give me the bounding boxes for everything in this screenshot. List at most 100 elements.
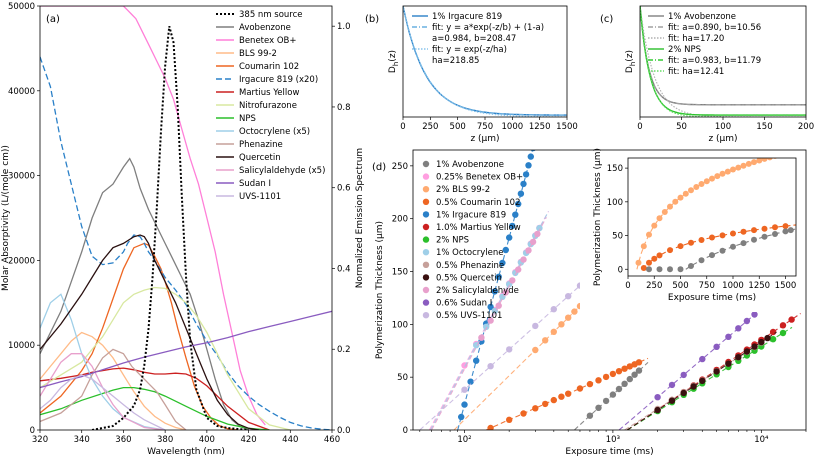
series-line-quercetin <box>40 234 260 430</box>
y-tick-label: 250 <box>392 162 408 172</box>
legend: 1% Avobenzone 0.25% Benetex OB+ 2% BLS 99-… <box>422 160 523 321</box>
legend-label-1-avobenzone: 1% Avobenzone <box>436 160 504 170</box>
data-point-0-5-coumarin-102 <box>542 400 549 408</box>
inset-data-point-avobenzone <box>782 228 789 235</box>
data-point-1-0-martius-yellow <box>769 328 777 336</box>
legend-label-a-0-984-b-208-47: a=0.984, b=208.47 <box>432 34 516 44</box>
data-point-1-irgacure-819 <box>461 401 468 408</box>
legend-label-phenazine: Phenazine <box>239 140 283 150</box>
data-point-1-irgacure-819 <box>515 200 522 208</box>
x-tick-label: 440 <box>282 435 298 445</box>
inset-data-point-bls-99-2 <box>688 187 694 194</box>
data-point-0-5-quercetin <box>764 334 771 342</box>
series-line-nps <box>40 386 270 430</box>
y-tick-label: 20000 <box>8 256 35 266</box>
data-point-0-6-sudan-i <box>654 394 661 401</box>
data-point-0-5-quercetin <box>668 397 676 404</box>
legend-label-octocrylene-x5: Octocrylene (x5) <box>239 127 310 137</box>
data-point-1-irgacure-819 <box>499 259 506 267</box>
inset-y-tick-label: 100 <box>607 198 623 208</box>
data-point-0-5-coumarin-102 <box>487 424 494 430</box>
inset-data-point-bls-99-2 <box>693 184 700 190</box>
data-point-0-5-uvs-1101 <box>565 293 572 300</box>
series-lines <box>40 6 332 430</box>
legend-label-benetex-ob: Benetex OB+ <box>239 36 296 46</box>
legend-label-2-salicylaldehyde: 2% Salicylaldehyde <box>436 286 519 296</box>
series-line-fit-ha-nps <box>640 6 806 117</box>
data-point-2-salicylaldehyde <box>495 302 502 309</box>
inset-y-axis-title: Polymerization Thickness (μm) <box>593 148 603 286</box>
panel-b: 0 250 500 750 1000 1250 1500 z (μm) Dh(z) (b) 1% I… <box>365 5 578 144</box>
data-point-0-5-uvs-1101 <box>550 306 557 313</box>
y-tick-label: 50000 <box>8 2 35 12</box>
inset-data-point-bls-99-2 <box>709 175 715 182</box>
x-axis-title: z (μm) <box>708 134 737 144</box>
inset-data-point-bls-99-2 <box>651 222 658 229</box>
data-point-1-0-martius-yellow <box>779 322 787 329</box>
inset-data-point-coumarin-102 <box>761 225 768 232</box>
inset-data-point-bls-99-2 <box>751 159 757 166</box>
inset-data-point-bls-99-2 <box>646 231 652 238</box>
y-axis-title: Polymerization Thickness (μm) <box>375 221 385 359</box>
data-point-2-bls-99-2 <box>565 314 572 321</box>
inset-data-point-coumarin-102 <box>667 247 673 254</box>
legend-label-0-5-phenazine: 0.5% Phenazine <box>436 261 504 271</box>
x-tick-label: 1000 <box>502 122 524 132</box>
inset-y-tick-label: 150 <box>607 164 623 174</box>
data-point-0-5-quercetin <box>680 389 687 397</box>
inset: 0 250 500 750 1000 1250 1500 0 50 100 150 Exposure … <box>580 148 802 312</box>
data-point-0-6-sudan-i <box>713 343 720 350</box>
inset-data-point-bls-99-2 <box>714 173 721 180</box>
data-point-0-5-quercetin <box>743 348 751 355</box>
series-line-uvs-1101 <box>40 374 166 430</box>
inset-data-point-bls-99-2 <box>719 170 726 177</box>
x-tick-label: 380 <box>157 435 173 445</box>
data-point-1-irgacure-819 <box>467 378 474 385</box>
inset-x-tick-label: 0 <box>625 281 630 291</box>
legend-label-salicylaldehyde-x5: Salicylaldehyde (x5) <box>239 166 325 176</box>
legend-marker-1-octocrylene <box>422 249 430 256</box>
data-point-0-5-quercetin <box>758 338 765 346</box>
legend-label-fit-a-0-983-b-11-79: fit: a=0.983, b=11.79 <box>668 56 761 66</box>
y-tick-label: 100 <box>392 320 408 330</box>
y-tick-label: 10000 <box>8 341 35 351</box>
y-axis-title-sub: h <box>629 62 637 66</box>
data-point-1-avobenzone <box>635 367 643 374</box>
inset-data-point-avobenzone <box>787 227 794 234</box>
data-point-0-6-sudan-i <box>668 381 676 389</box>
data-point-0-6-sudan-i <box>699 355 706 363</box>
data-point-1-avobenzone <box>626 375 633 383</box>
data-point-0-5-quercetin <box>654 406 661 414</box>
legend-marker-2-nps <box>422 236 430 243</box>
data-point-1-irgacure-819 <box>487 303 494 311</box>
data-point-2-bls-99-2 <box>532 346 539 354</box>
y2-tick-label: 0.8 <box>337 103 351 113</box>
inset-data-point-avobenzone <box>730 243 736 250</box>
data-point-2-bls-99-2 <box>550 328 557 335</box>
data-point-2-salicylaldehyde <box>525 247 532 254</box>
data-point-2-bls-99-2 <box>558 321 565 328</box>
inset-data-point-coumarin-102 <box>719 232 726 239</box>
inset-y-tick-label: 50 <box>612 232 623 242</box>
x-tick-label: 420 <box>240 435 256 445</box>
y-axis-title-sub: h <box>392 62 400 66</box>
legend-label-1-0-martius-yellow: 1.0% Martius Yellow <box>436 223 521 233</box>
inset-data-point-coumarin-102 <box>640 265 647 271</box>
data-point-1-0-martius-yellow <box>788 316 795 323</box>
fit-line-2-nps <box>627 326 793 430</box>
data-point-0-5-coumarin-102 <box>532 405 539 412</box>
data-point-2-nps <box>769 336 777 343</box>
inset-y-tick-label: 0 <box>618 265 623 275</box>
legend-label-1-octocrylene: 1% Octocrylene <box>436 248 504 258</box>
legend-label-irgacure-819-x20: Irgacure 819 (x20) <box>239 75 318 85</box>
inset-data-point-avobenzone <box>656 266 663 273</box>
x-tick-label: 10³ <box>606 435 620 445</box>
inset-x-tick-label: 1000 <box>722 281 744 291</box>
inset-frame <box>627 157 797 277</box>
series-line-martius-yellow <box>40 367 270 430</box>
y-axis-title: Dh(z) <box>625 50 637 73</box>
y2-tick-label: 0.6 <box>337 184 351 194</box>
legend-label-1-irgacure-819: 1% Irgacure 819 <box>436 210 506 220</box>
data-point-2-salicylaldehyde <box>515 266 522 273</box>
